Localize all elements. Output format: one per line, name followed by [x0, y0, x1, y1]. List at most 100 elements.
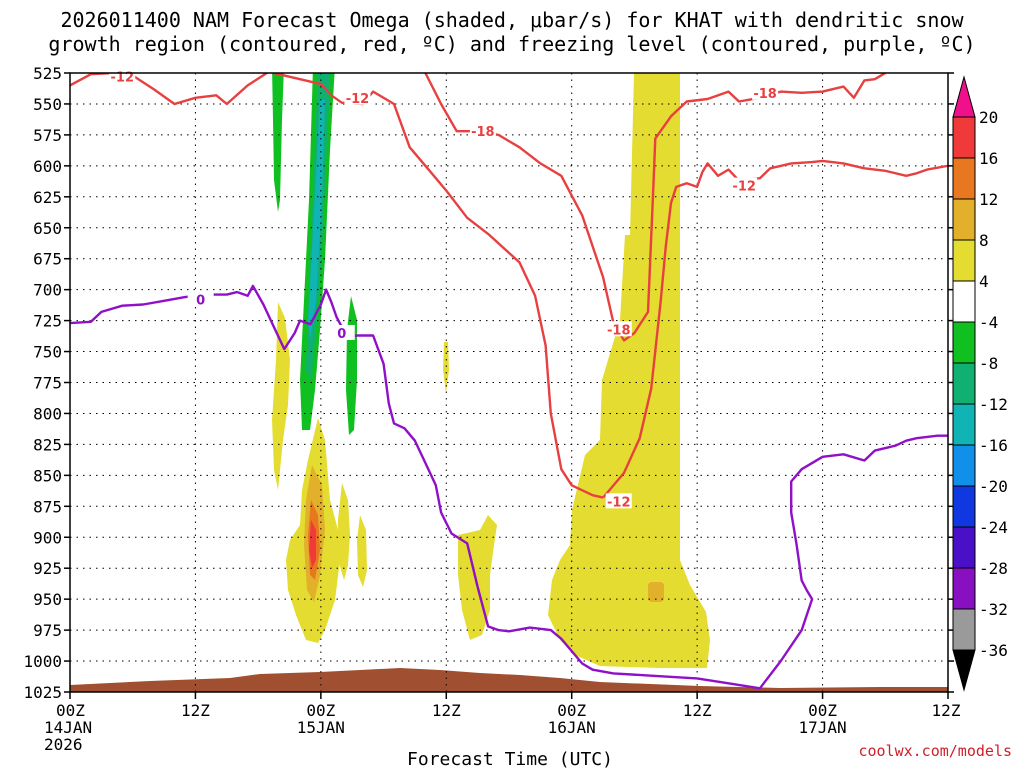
colorbar-swatch — [952, 444, 976, 487]
colorbar-swatch — [952, 608, 976, 651]
contour-label-bg — [605, 493, 632, 509]
contour-label-bg — [187, 291, 214, 307]
contour-line-dgz-minus12-lower — [602, 159, 948, 499]
colorbar-label: -4 — [979, 313, 998, 332]
contour-label: -18 — [471, 125, 495, 140]
contour-label-bg — [328, 324, 355, 340]
x-tick-label: 12Z — [932, 701, 961, 720]
colorbar-label: 12 — [979, 190, 998, 209]
colorbar-label: 8 — [979, 231, 989, 250]
colorbar-label: -28 — [979, 559, 1008, 578]
x-tick-label: 00Z — [808, 701, 837, 720]
contour-label: -12 — [607, 495, 631, 510]
colorbar-label: -24 — [979, 518, 1008, 537]
y-tick-label: 650 — [33, 219, 62, 238]
omega-shade-region — [308, 100, 325, 340]
plot-area — [70, 73, 948, 692]
y-tick-label: 725 — [33, 312, 62, 331]
y-tick-label: 825 — [33, 435, 62, 454]
y-tick-label: 950 — [33, 590, 62, 609]
colorbar-label: 16 — [979, 149, 998, 168]
x-tick-label: 12Z — [181, 701, 210, 720]
contour-label: -18 — [607, 323, 631, 338]
colorbar-swatch — [952, 362, 976, 405]
y-tick-label: 525 — [33, 64, 62, 83]
colorbar-label: -36 — [979, 641, 1008, 660]
x-tick-label: 12Z — [432, 701, 461, 720]
colorbar-swatch — [952, 567, 976, 610]
colorbar-label: 4 — [979, 272, 989, 291]
x-tick-label: 12Z — [683, 701, 712, 720]
contour-label-bg — [752, 84, 779, 100]
y-tick-label: 775 — [33, 374, 62, 393]
y-tick-label: 975 — [33, 621, 62, 640]
x-tick-label: 2026 — [44, 735, 83, 754]
omega-shade-region — [648, 582, 664, 602]
y-tick-label: 800 — [33, 404, 62, 423]
contour-label: 0 — [196, 294, 205, 309]
terrain-surface — [70, 668, 948, 692]
y-tick-label: 625 — [33, 188, 62, 207]
colorbar-label: -8 — [979, 354, 998, 373]
colorbar-label: -12 — [979, 395, 1008, 414]
x-axis-title: Forecast Time (UTC) — [407, 749, 613, 768]
y-tick-label: 550 — [33, 95, 62, 114]
y-tick-label: 875 — [33, 497, 62, 516]
x-tick-label: 17JAN — [798, 718, 846, 737]
x-tick-label: 14JAN — [44, 718, 92, 737]
contour-line-freezing-level — [70, 284, 948, 690]
colorbar-swatch — [952, 403, 976, 446]
x-tick-label: 16JAN — [548, 718, 596, 737]
colorbar-swatch — [952, 198, 976, 241]
y-tick-label: 1000 — [23, 652, 62, 671]
omega-shade-region — [338, 483, 350, 580]
y-tick-label: 850 — [33, 466, 62, 485]
colorbar-swatch — [952, 321, 976, 364]
colorbar-top-arrow — [952, 75, 976, 118]
y-tick-label: 575 — [33, 126, 62, 145]
colorbar-swatch — [952, 485, 976, 528]
x-tick-label: 00Z — [557, 701, 586, 720]
colorbar-swatch — [952, 526, 976, 569]
colorbar-bottom-arrow — [952, 649, 976, 692]
y-tick-label: 675 — [33, 250, 62, 269]
contour-label: -12 — [732, 180, 756, 195]
x-tick-label: 15JAN — [297, 718, 345, 737]
colorbar: 20 16 12 8 4 -4 -8 -12 -16 -20 -24 -28 -32 -36 — [952, 75, 1008, 692]
contour-label: -18 — [753, 87, 777, 102]
credit-text: coolwx.com/models — [858, 742, 1012, 760]
y-axis: 525 550 575 600 625 650 675 700 725 750 775 800 825 8… — [23, 64, 954, 702]
contour-label-bg — [469, 123, 496, 139]
contour-label: -12 — [111, 71, 135, 86]
colorbar-swatch — [952, 157, 976, 200]
contour-label-bg — [344, 89, 371, 105]
colorbar-label: -20 — [979, 477, 1008, 496]
omega-shade-region — [357, 515, 367, 587]
x-tick-label: 00Z — [306, 701, 335, 720]
y-tick-label: 925 — [33, 559, 62, 578]
y-tick-label: 700 — [33, 281, 62, 300]
colorbar-swatch — [952, 239, 976, 282]
y-tick-label: 1025 — [23, 683, 62, 702]
colorbar-label: 20 — [979, 108, 998, 127]
contour-label: -12 — [346, 92, 370, 107]
contour-label-bg — [605, 321, 632, 337]
chart-title-line-1: 2026011400 NAM Forecast Omega (shaded, μ… — [60, 8, 964, 32]
contour-line-dgz-minus18 — [424, 73, 886, 342]
omega-shade-region — [443, 342, 449, 393]
chart-title: 2026011400 NAM Forecast Omega (shaded, μ… — [48, 8, 975, 56]
contour-label-bg — [731, 177, 758, 193]
y-tick-label: 600 — [33, 157, 62, 176]
omega-shade-region — [309, 520, 316, 568]
colorbar-label: -16 — [979, 436, 1008, 455]
colorbar-label: -32 — [979, 600, 1008, 619]
colorbar-swatch — [952, 116, 976, 159]
chart-title-line-2: growth region (contoured, red, ºC) and f… — [48, 32, 975, 56]
colorbar-swatch — [952, 280, 976, 323]
omega-shade-region — [272, 73, 284, 212]
y-tick-label: 750 — [33, 343, 62, 362]
x-tick-label: 00Z — [56, 701, 85, 720]
contour-label: 0 — [337, 327, 346, 342]
